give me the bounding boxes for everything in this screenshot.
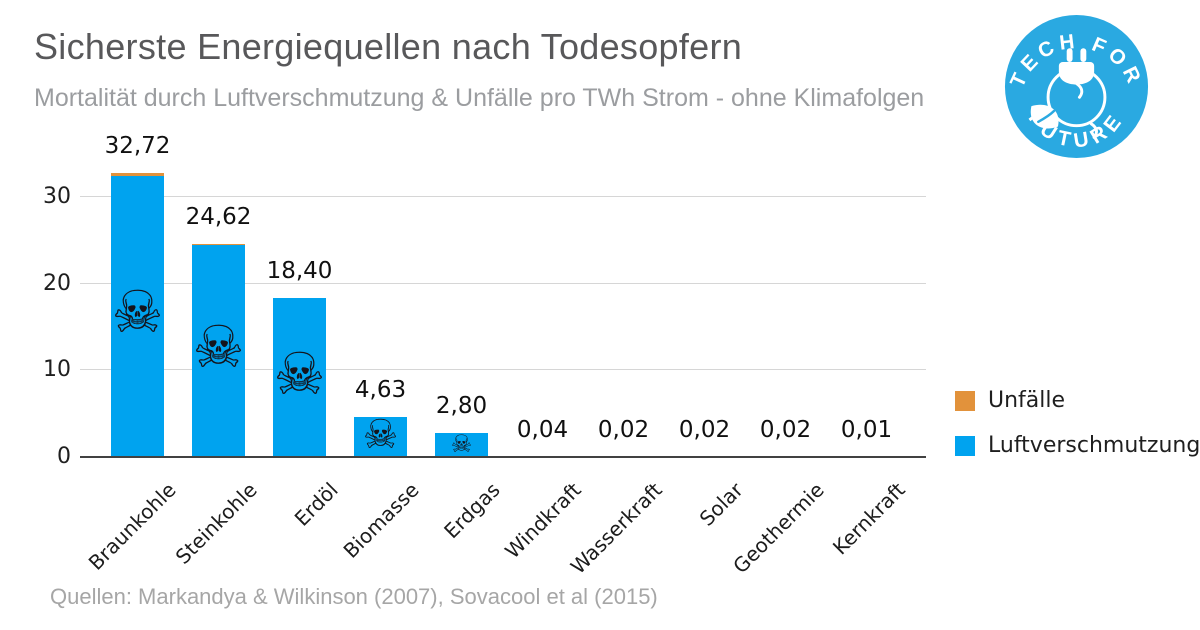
bar-value-label-braunkohle: 32,72 [104, 133, 171, 160]
skull-crossbones-icon: ☠ [192, 313, 245, 382]
bar-value-label-biomasse: 4,63 [354, 376, 407, 403]
bar-erdgas-luftverschmutzung [435, 433, 488, 457]
plug-icon [1046, 48, 1107, 139]
bar-braunkohle-luftverschmutzung [111, 176, 164, 457]
skull-crossbones-icon: ☠ [362, 411, 399, 458]
legend-swatch-unfaelle [955, 390, 975, 411]
tech-for-future-logo: TECH FOR FUTURE [1003, 13, 1150, 160]
skull-crossbones-icon: ☠ [450, 429, 473, 458]
legend-swatch-luftverschmutzung [955, 435, 975, 456]
page-title: Sicherste Energiequellen nach Todesopfer… [34, 26, 743, 67]
bar-value-label-steinkohle: 24,62 [185, 203, 252, 230]
gridline-10 [80, 369, 926, 371]
legend-item-unfaelle: Unfälle [955, 388, 1200, 413]
bar-value-label-kernkraft: 0,01 [840, 416, 893, 443]
y-axis-tick-label: 30 [43, 184, 71, 209]
bar-erdol-luftverschmutzung [273, 297, 326, 457]
y-axis-tick-label: 20 [43, 270, 71, 296]
leaf-icon [1030, 104, 1059, 129]
bar-value-label-erdol: 18,40 [266, 257, 333, 284]
bar-value-label-erdgas: 2,80 [435, 392, 488, 419]
legend-label-luftverschmutzung: Luftverschmutzung [988, 433, 1200, 458]
chart-legend: Unfälle Luftverschmutzung [955, 388, 1200, 458]
bar-value-label-windkraft: 0,04 [516, 416, 569, 443]
y-axis-tick-label: 10 [43, 357, 71, 383]
skull-crossbones-icon: ☠ [273, 340, 326, 409]
legend-item-luftverschmutzung: Luftverschmutzung [955, 433, 1200, 458]
x-axis-line [80, 456, 926, 458]
bar-value-label-solar: 0,02 [678, 416, 731, 443]
legend-label-unfaelle: Unfälle [988, 388, 1066, 413]
logo-badge: TECH FOR FUTURE [1004, 14, 1149, 159]
bar-value-label-geothermie: 0,02 [759, 416, 812, 443]
bar-steinkohle-unfaelle [192, 243, 245, 246]
sources-note: Quellen: Markandya & Wilkinson (2007), S… [50, 584, 658, 609]
skull-crossbones-icon: ☠ [111, 278, 164, 347]
bar-braunkohle-unfaelle [111, 173, 164, 177]
page-subtitle: Mortalität durch Luftverschmutzung & Unf… [34, 84, 925, 112]
bar-steinkohle-luftverschmutzung [192, 245, 245, 457]
gridline-30 [80, 196, 926, 197]
gridline-20 [80, 282, 926, 284]
bar-value-label-wasserkraft: 0,02 [597, 416, 650, 443]
bar-biomasse-luftverschmutzung [354, 417, 407, 457]
y-axis-tick-label: 0 [57, 444, 71, 469]
